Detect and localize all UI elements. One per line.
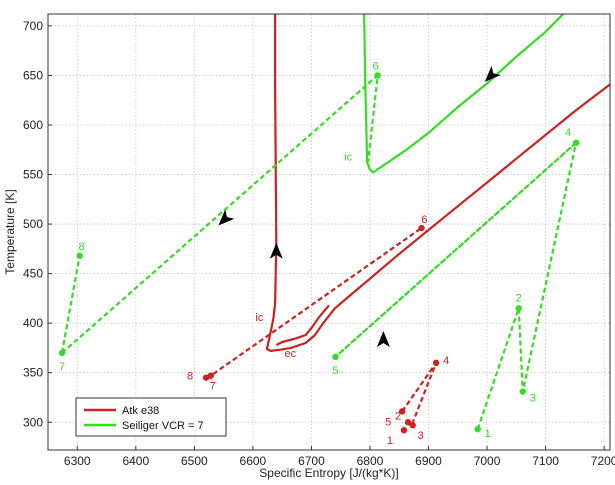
x-tick-label: 6900 — [415, 454, 442, 468]
point-label-seiliger-8: 8 — [79, 241, 85, 253]
annotation-seiliger-ic: ic — [344, 152, 352, 164]
legend-box — [75, 397, 227, 437]
point-label-atk-1: 1 — [387, 435, 393, 447]
point-seiliger-8 — [76, 252, 83, 259]
x-tick-label: 6600 — [240, 454, 267, 468]
y-tick-label: 350 — [23, 366, 43, 380]
legend-entry-seiliger: Seiliger VCR = 7 — [122, 420, 204, 432]
point-label-atk-8: 8 — [187, 371, 193, 383]
tick-layer: 6300 6400 6500 6600 6700 6800 6900 7000 7100 7200… — [23, 19, 615, 468]
annotation-atk-ec: ec — [285, 348, 297, 360]
flow-arrow-head — [484, 65, 501, 82]
plot-frame — [47, 13, 611, 451]
x-tick-label: 6500 — [181, 454, 208, 468]
flow-arrow-icon — [376, 331, 390, 347]
x-tick-label: 7000 — [474, 454, 501, 468]
series-dashed-seiliger — [60, 255, 81, 354]
x-tick-label: 6300 — [64, 454, 91, 468]
flow-arrow-head — [269, 242, 283, 259]
point-layer — [58, 72, 580, 434]
point-seiliger-4 — [572, 139, 580, 147]
point-seiliger-6 — [374, 72, 381, 79]
point-seiliger-5 — [332, 353, 339, 361]
y-tick-label: 600 — [23, 118, 43, 132]
x-tick-label: 7100 — [532, 454, 559, 468]
y-tick-label: 650 — [23, 68, 43, 82]
point-label-seiliger-3: 3 — [530, 393, 536, 405]
point-label-seiliger-7: 7 — [59, 361, 65, 373]
point-atk-3 — [409, 422, 416, 429]
point-atk-5 — [398, 408, 406, 415]
flow-arrow-icon — [269, 242, 283, 259]
flow-arrow-icon — [484, 65, 501, 82]
series-line-atk — [275, 304, 330, 346]
x-tick-label: 6800 — [357, 454, 384, 468]
point-seiliger-2 — [515, 305, 522, 312]
legend: Atk e38 Seiliger VCR = 7 — [75, 397, 227, 437]
y-tick-label: 450 — [23, 267, 43, 281]
flow-arrow-head — [376, 331, 390, 347]
point-label-seiliger-2: 2 — [516, 292, 522, 304]
point-atk-4 — [432, 359, 440, 366]
y-tick-label: 500 — [23, 217, 43, 231]
annotation-atk-ic: ic — [255, 312, 263, 324]
point-label-atk-4: 4 — [443, 355, 449, 367]
point-label-seiliger-6: 6 — [373, 60, 379, 72]
point-label-seiliger-4: 4 — [565, 127, 571, 139]
x-tick-label: 6700 — [298, 454, 325, 468]
x-tick-label: 6400 — [122, 454, 149, 468]
point-atk-8 — [202, 374, 210, 381]
point-atk-1 — [400, 426, 408, 434]
plot-area — [48, 14, 610, 450]
y-tick-label: 400 — [23, 316, 43, 330]
point-seiliger-7 — [58, 349, 66, 357]
y-tick-label: 700 — [23, 19, 43, 33]
point-atk-2 — [404, 419, 412, 426]
legend-entry-atk: Atk e38 — [122, 405, 159, 417]
series-dashed-seiliger — [334, 141, 578, 430]
flow-arrow-head — [218, 209, 235, 226]
point-seiliger-1 — [474, 425, 481, 433]
series-line-atk — [265, 14, 610, 352]
point-label-atk-6: 6 — [421, 214, 427, 226]
flow-arrow-icon — [218, 209, 235, 226]
point-atk-6 — [418, 224, 425, 232]
point-label-atk-3: 3 — [418, 430, 424, 442]
grid — [48, 14, 610, 450]
point-label-atk-7: 7 — [210, 381, 216, 393]
arrow-layer — [218, 65, 501, 347]
series-line-seiliger — [363, 14, 564, 174]
label-layer: 1 2 3 4 5 6 7 8 ic ec 1 2 3 4 5 6 7 8 ic — [59, 60, 571, 447]
y-tick-label: 550 — [23, 168, 43, 182]
point-seiliger-3 — [519, 388, 526, 395]
y-axis-label: Temperature [K] — [3, 189, 17, 274]
x-axis-label: Specific Entropy [J/(kg*K)] — [259, 466, 398, 480]
point-label-atk-5: 5 — [385, 416, 391, 428]
point-label-seiliger-5: 5 — [332, 365, 338, 377]
x-tick-label: 7200 — [591, 454, 615, 468]
point-label-atk-2: 2 — [395, 410, 401, 422]
y-tick-label: 300 — [23, 415, 43, 429]
point-label-seiliger-1: 1 — [485, 428, 491, 440]
